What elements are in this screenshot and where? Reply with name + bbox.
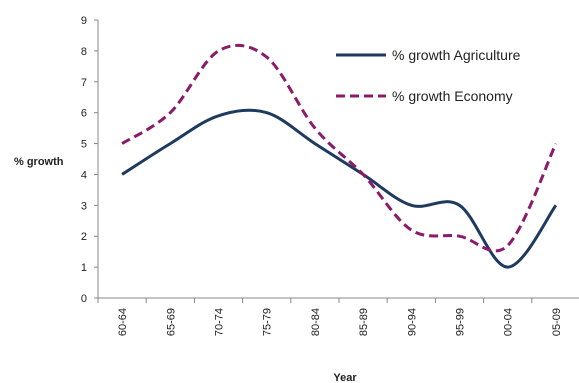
x-tick-label: 65-69 [165, 308, 177, 336]
y-tick-label: 1 [81, 262, 87, 274]
x-tick-label: 80-84 [310, 308, 322, 336]
y-tick-label: 3 [81, 200, 87, 212]
y-tick-label: 5 [81, 139, 87, 151]
legend-label-1: % growth Agriculture [392, 47, 521, 63]
y-axis: 0 1 2 3 4 5 6 7 8 9 [81, 15, 99, 305]
x-tick-label: 95-99 [455, 308, 467, 336]
y-tick-label: 0 [81, 293, 87, 305]
legend: % growth Agriculture % growth Economy [336, 47, 521, 104]
x-tick-label: 00-04 [503, 308, 515, 336]
y-tick-label: 8 [81, 46, 87, 58]
x-tick-label: 05-09 [551, 308, 563, 336]
x-tick-label: 70-74 [214, 308, 226, 336]
x-axis-title: Year [333, 372, 357, 383]
x-tick-label: 85-89 [358, 308, 370, 336]
y-axis-title: % growth [14, 156, 64, 168]
legend-label-2: % growth Economy [392, 88, 513, 104]
x-axis: 60-64 65-69 70-74 75-79 80-84 85-89 90-94 95-99… [97, 297, 579, 336]
series-lines [121, 43, 558, 269]
y-tick-label: 4 [81, 169, 87, 181]
y-tick-label: 6 [81, 108, 87, 120]
series-line-2 [121, 43, 558, 253]
x-tick-label: 90-94 [406, 308, 418, 336]
y-tick-label: 7 [81, 77, 87, 89]
series-line-1 [121, 108, 558, 269]
x-tick-label: 75-79 [262, 308, 274, 336]
x-tick-label: 60-64 [117, 308, 129, 336]
y-tick-label: 9 [81, 15, 87, 27]
y-tick-label: 2 [81, 231, 87, 243]
